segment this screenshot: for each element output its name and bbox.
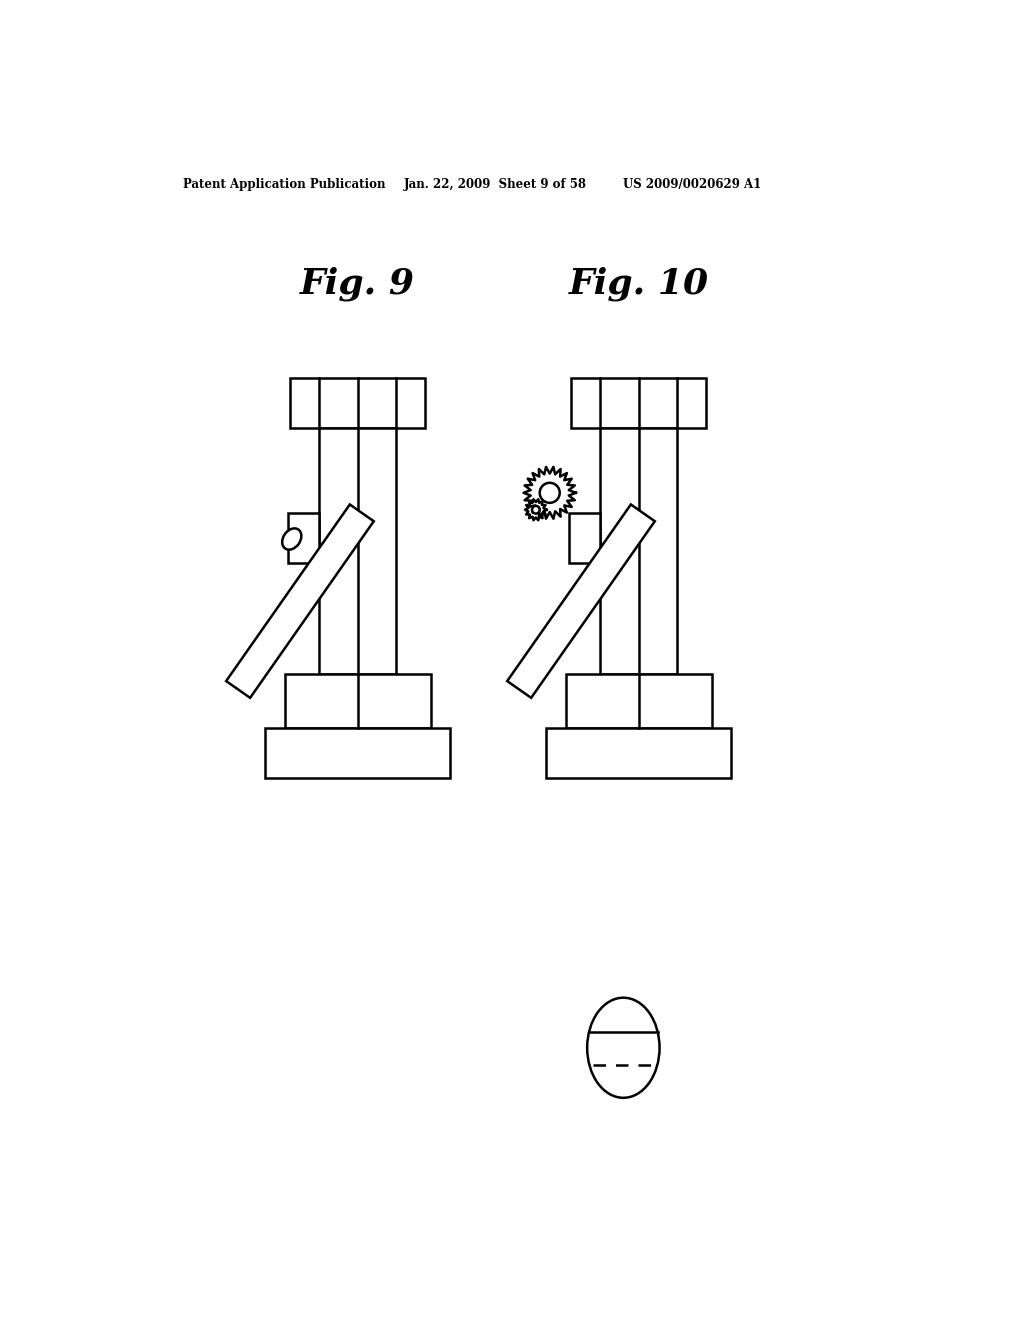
Circle shape: [532, 506, 540, 513]
Ellipse shape: [587, 998, 659, 1098]
Polygon shape: [265, 729, 451, 779]
Polygon shape: [571, 378, 707, 428]
Polygon shape: [319, 428, 396, 675]
Polygon shape: [565, 675, 712, 729]
Text: Fig. 9: Fig. 9: [300, 267, 415, 301]
Ellipse shape: [283, 528, 301, 549]
Text: Patent Application Publication: Patent Application Publication: [183, 178, 385, 190]
Polygon shape: [291, 378, 425, 428]
Text: Fig. 10: Fig. 10: [568, 267, 709, 301]
Polygon shape: [285, 675, 431, 729]
Text: US 2009/0020629 A1: US 2009/0020629 A1: [624, 178, 762, 190]
Text: Jan. 22, 2009  Sheet 9 of 58: Jan. 22, 2009 Sheet 9 of 58: [403, 178, 587, 190]
Polygon shape: [569, 512, 600, 562]
Polygon shape: [226, 504, 374, 698]
Polygon shape: [600, 428, 677, 675]
Polygon shape: [507, 504, 654, 698]
Circle shape: [540, 483, 560, 503]
Polygon shape: [289, 512, 319, 562]
Polygon shape: [547, 729, 731, 779]
